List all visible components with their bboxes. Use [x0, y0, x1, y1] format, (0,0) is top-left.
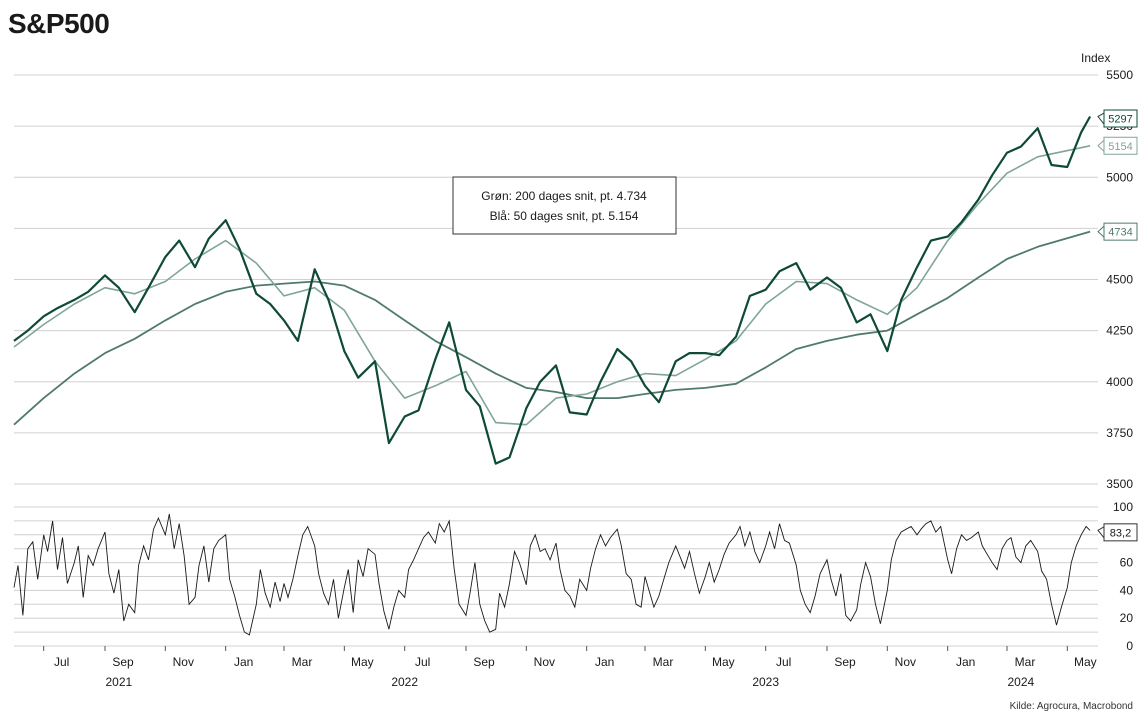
x-tick-label: Nov	[895, 655, 916, 669]
page-title: S&P500	[8, 8, 110, 39]
x-tick-label: Mar	[1015, 655, 1036, 669]
x-tick-label: May	[1074, 655, 1097, 669]
x-tick-label: Jan	[956, 655, 975, 669]
y-tick-label: 3500	[1106, 477, 1133, 491]
x-tick-label: Mar	[653, 655, 674, 669]
rsi-gridlines	[14, 506, 1098, 647]
main-y-tick-labels: 350037504000425045004750500052505500	[1106, 68, 1133, 491]
source-note: Kilde: Agrocura, Macrobond	[1009, 701, 1133, 712]
callout-pointer	[1097, 225, 1105, 238]
price-series-group	[13, 115, 1092, 465]
x-year-label: 2023	[752, 675, 779, 689]
y-tick-label: 100	[1113, 500, 1133, 514]
x-axis-ticks: Jul Sep Nov Jan Mar May Jul Sep Nov Jan Mar May Jul S…	[43, 646, 1097, 689]
x-tick-label: Mar	[292, 655, 313, 669]
x-tick-label: Sep	[473, 655, 495, 669]
rsi-y-tick-labels: 020406080100	[1113, 500, 1133, 653]
annotation-line-2: Blå: 50 dages snit, pt. 5.154	[490, 209, 639, 223]
callout-box	[1103, 523, 1138, 542]
annotation-box: Grøn: 200 dages snit, pt. 4.734 Blå: 50 …	[452, 176, 677, 235]
callout-box	[1103, 136, 1138, 155]
annotation-line-1: Grøn: 200 dages snit, pt. 4.734	[481, 189, 647, 203]
x-tick-label: Sep	[834, 655, 856, 669]
y-axis-label: Index	[1081, 51, 1110, 65]
y-tick-label: 5500	[1106, 68, 1133, 82]
y-tick-label: 20	[1120, 611, 1134, 625]
y-tick-label: 40	[1120, 583, 1134, 597]
rsi-line	[13, 513, 1091, 636]
end-value-label: 5154	[1108, 141, 1132, 153]
callout-pointer	[1097, 526, 1105, 539]
x-year-label: 2021	[105, 675, 132, 689]
y-tick-label: 4500	[1106, 273, 1133, 287]
y-tick-label: 0	[1126, 639, 1133, 653]
x-tick-label: Nov	[534, 655, 555, 669]
callout-box	[1103, 222, 1138, 241]
x-year-label: 2022	[391, 675, 418, 689]
ma200-line	[13, 230, 1091, 426]
x-tick-label: May	[351, 655, 374, 669]
x-year-label: 2024	[1008, 675, 1035, 689]
rsi-series-group	[13, 513, 1091, 636]
x-tick-label: Nov	[173, 655, 194, 669]
y-tick-label: 4000	[1106, 375, 1133, 389]
end-value-label: 4734	[1108, 227, 1132, 239]
end-value-label: 5297	[1108, 114, 1132, 126]
x-tick-label: Sep	[112, 655, 134, 669]
x-tick-label: Jul	[54, 655, 69, 669]
x-tick-label: Jan	[234, 655, 253, 669]
end-value-labels: 5297 5154 4734 83,2	[1097, 109, 1138, 542]
price-line	[13, 115, 1092, 465]
y-tick-label: 5000	[1106, 170, 1133, 184]
callout-box	[1103, 109, 1138, 128]
main-gridlines	[14, 74, 1098, 485]
y-tick-label: 60	[1120, 556, 1134, 570]
callout-pointer	[1097, 112, 1105, 125]
ma50-line	[13, 145, 1091, 426]
y-tick-label: 4250	[1106, 324, 1133, 338]
y-tick-label: 3750	[1106, 426, 1133, 440]
x-tick-label: May	[712, 655, 735, 669]
callout-pointer	[1097, 139, 1105, 152]
x-tick-label: Jul	[776, 655, 791, 669]
x-tick-label: Jul	[415, 655, 430, 669]
x-tick-label: Jan	[595, 655, 614, 669]
end-value-label: 83,2	[1110, 527, 1131, 539]
